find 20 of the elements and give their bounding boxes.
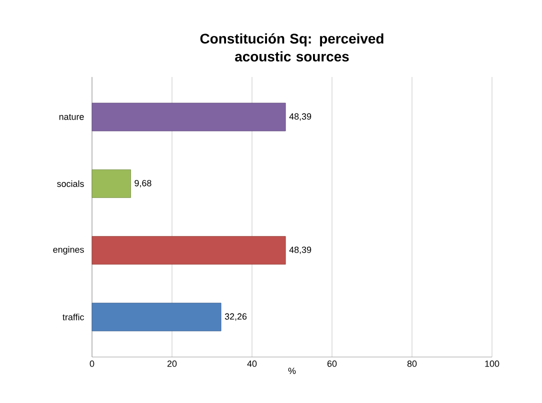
x-tick-label: 20 — [167, 360, 177, 367]
x-tick-label: 0 — [90, 360, 94, 367]
data-label: 48,39 — [289, 246, 312, 254]
x-tick-label: 100 — [485, 360, 500, 367]
data-label: 32,26 — [224, 313, 247, 321]
y-tick-label: engines — [53, 246, 84, 255]
chart-title: Constitución Sq: perceived acoustic sources — [200, 33, 384, 62]
data-label: 9,68 — [134, 180, 152, 188]
bar — [92, 236, 286, 265]
bar — [92, 102, 286, 132]
x-axis-title: % — [288, 368, 296, 374]
data-label: 48,39 — [289, 113, 312, 121]
bar — [92, 169, 131, 198]
y-tick-label: traffic — [62, 314, 84, 320]
bar — [92, 302, 222, 332]
x-tick-label: 60 — [327, 360, 337, 367]
y-tick-label: nature — [59, 114, 84, 120]
y-tick-label: socials — [57, 180, 84, 187]
x-tick-label: 80 — [407, 360, 417, 367]
x-tick-label: 40 — [247, 360, 257, 367]
